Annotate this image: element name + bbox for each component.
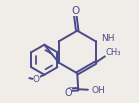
Text: O: O <box>64 88 72 98</box>
Text: O: O <box>71 6 79 16</box>
Text: OH: OH <box>92 86 105 95</box>
Text: CH₃: CH₃ <box>106 48 121 57</box>
Text: NH: NH <box>101 34 115 43</box>
Text: O: O <box>33 75 40 84</box>
